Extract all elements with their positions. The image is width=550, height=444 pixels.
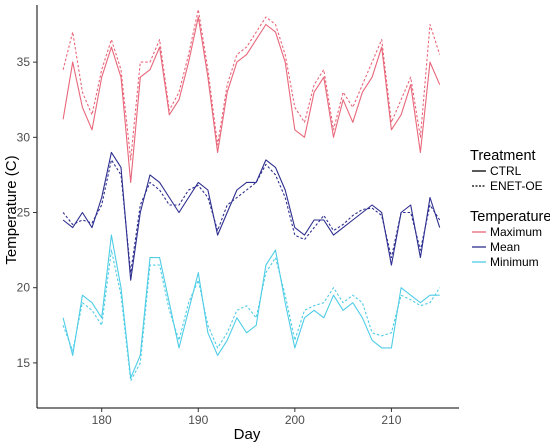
y-tick-label: 15 xyxy=(17,356,31,370)
legend-label-1-0: Maximum xyxy=(490,225,542,239)
y-tick-label: 35 xyxy=(17,55,31,69)
y-tick-label: 25 xyxy=(17,206,31,220)
series-minimum-ctrl xyxy=(62,234,440,379)
series-mean-enet-oe xyxy=(62,159,441,274)
series-lines xyxy=(62,8,441,382)
x-axis-ticks: 180 190 200 210 xyxy=(92,408,402,427)
series-maximum-ctrl xyxy=(62,16,441,183)
y-axis-ticks: 15 20 25 30 35 xyxy=(17,55,37,370)
legend-label-1-2: Minimum xyxy=(490,255,539,269)
x-axis-title: Day xyxy=(234,426,261,443)
x-tick-label: 200 xyxy=(285,413,305,427)
series-minimum-enet-oe xyxy=(62,249,441,382)
y-tick-label: 30 xyxy=(17,130,31,144)
y-tick-label: 20 xyxy=(17,281,31,295)
x-tick-label: 210 xyxy=(381,413,401,427)
legend-title-0: Treatment xyxy=(470,148,536,164)
x-tick-label: 180 xyxy=(92,413,112,427)
plot-area: 180 190 200 210 15 20 25 30 35 xyxy=(17,5,459,427)
series-maximum-enet-oe xyxy=(62,8,441,161)
y-axis-title: Temperature (C) xyxy=(3,155,20,264)
x-tick-label: 190 xyxy=(188,413,208,427)
legend-label-0-1: ENET-OE xyxy=(490,179,543,193)
series-mean-ctrl xyxy=(62,151,441,281)
legend-label-1-1: Mean xyxy=(490,240,520,254)
legend-label-0-0: CTRL xyxy=(490,164,522,178)
legend-title-1: Temperature xyxy=(470,209,550,225)
